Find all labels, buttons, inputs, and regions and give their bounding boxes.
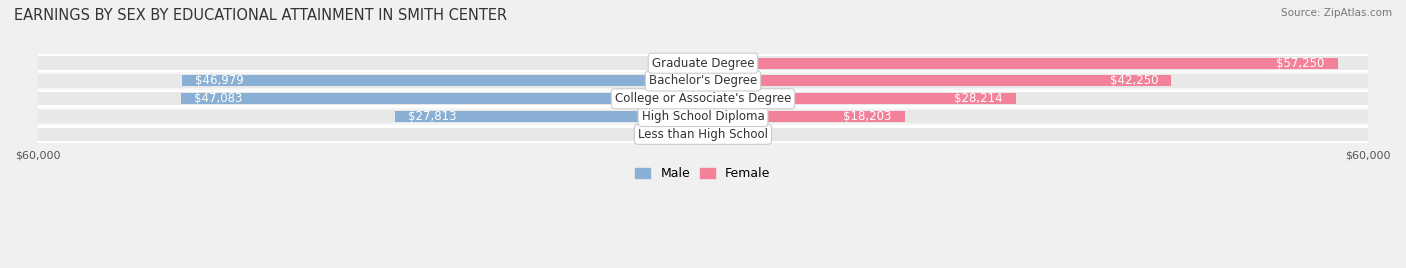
Text: $46,979: $46,979 (195, 75, 245, 87)
Bar (38, 74, 1368, 88)
Legend: Male, Female: Male, Female (636, 167, 770, 180)
Text: $18,203: $18,203 (844, 110, 891, 123)
Bar (38, 110, 1368, 123)
Bar (181, 93, 703, 104)
Bar (38, 108, 1368, 125)
Bar (38, 90, 1368, 108)
Bar (183, 76, 703, 87)
Text: $42,250: $42,250 (1109, 75, 1159, 87)
Bar (703, 111, 905, 122)
Text: $28,214: $28,214 (953, 92, 1002, 105)
Text: Graduate Degree: Graduate Degree (652, 57, 754, 70)
Bar (38, 128, 1368, 141)
Text: EARNINGS BY SEX BY EDUCATIONAL ATTAINMENT IN SMITH CENTER: EARNINGS BY SEX BY EDUCATIONAL ATTAINMEN… (14, 8, 508, 23)
Bar (703, 58, 1337, 69)
Bar (38, 92, 1368, 106)
Bar (38, 54, 1368, 72)
Text: High School Diploma: High School Diploma (641, 110, 765, 123)
Bar (38, 57, 1368, 70)
Bar (395, 111, 703, 122)
Text: College or Associate's Degree: College or Associate's Degree (614, 92, 792, 105)
Text: $0: $0 (720, 128, 734, 141)
Bar (38, 72, 1368, 90)
Text: $0: $0 (672, 128, 686, 141)
Bar (703, 93, 1015, 104)
Text: Less than High School: Less than High School (638, 128, 768, 141)
Text: Source: ZipAtlas.com: Source: ZipAtlas.com (1281, 8, 1392, 18)
Text: $27,813: $27,813 (408, 110, 457, 123)
Bar (38, 125, 1368, 143)
Text: $0: $0 (672, 57, 686, 70)
Text: $47,083: $47,083 (194, 92, 243, 105)
Text: Bachelor's Degree: Bachelor's Degree (650, 75, 756, 87)
Text: $57,250: $57,250 (1277, 57, 1324, 70)
Bar (703, 76, 1171, 87)
